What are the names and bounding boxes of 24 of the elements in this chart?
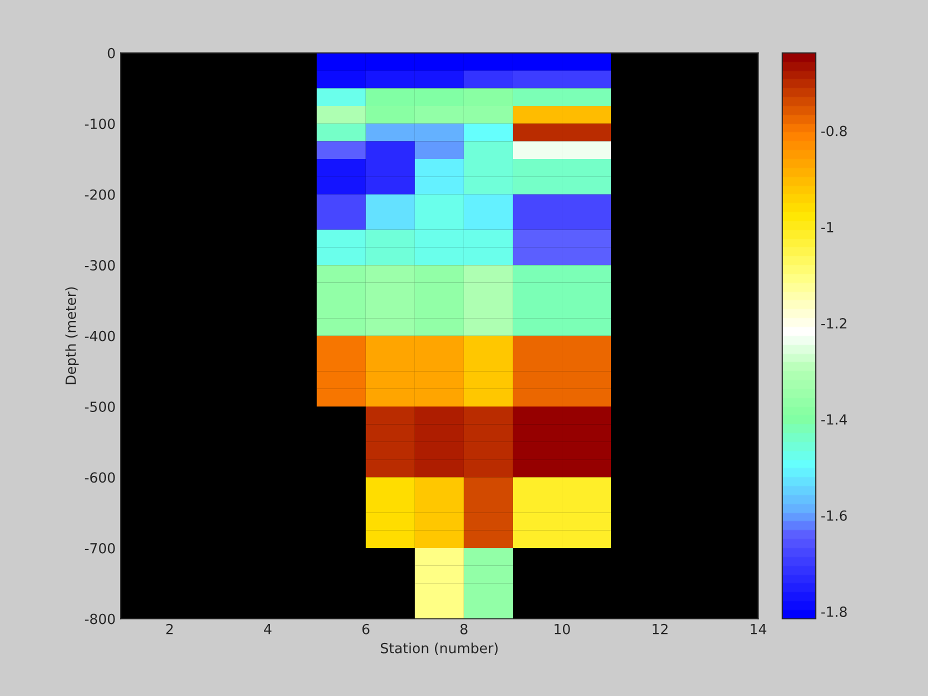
x-tick-label: 12 (652, 624, 668, 634)
y-axis-title: Depth (meter) (65, 287, 79, 384)
x-tick-label: 4 (264, 624, 272, 634)
color-bar-label: -1.4 (821, 414, 847, 425)
x-tick-label: 6 (362, 624, 370, 634)
x-tick-label: 8 (460, 624, 468, 634)
y-tick-label: -200 (84, 189, 115, 200)
x-tick-label: 2 (166, 624, 173, 634)
color-bar-label: -1.8 (821, 606, 847, 618)
y-tick-label: -600 (84, 472, 115, 483)
color-bar-label: -0.8 (821, 126, 847, 136)
y-tick-label: -300 (84, 260, 115, 271)
x-tick-label: 10 (554, 624, 570, 634)
x-axis-title: Station (number) (380, 642, 498, 655)
y-tick-label: -400 (84, 330, 115, 342)
y-tick-label: -100 (84, 118, 115, 130)
y-tick-label: -500 (84, 402, 115, 412)
color-bar-label: -1.6 (821, 510, 847, 521)
y-tick-label: -700 (84, 542, 115, 554)
color-bar-label: -1 (821, 222, 834, 232)
y-tick-label: -800 (84, 614, 115, 624)
x-tick-label: 14 (750, 624, 766, 634)
y-tick-label: 0 (108, 48, 115, 58)
color-bar-label: -1.2 (821, 318, 846, 328)
